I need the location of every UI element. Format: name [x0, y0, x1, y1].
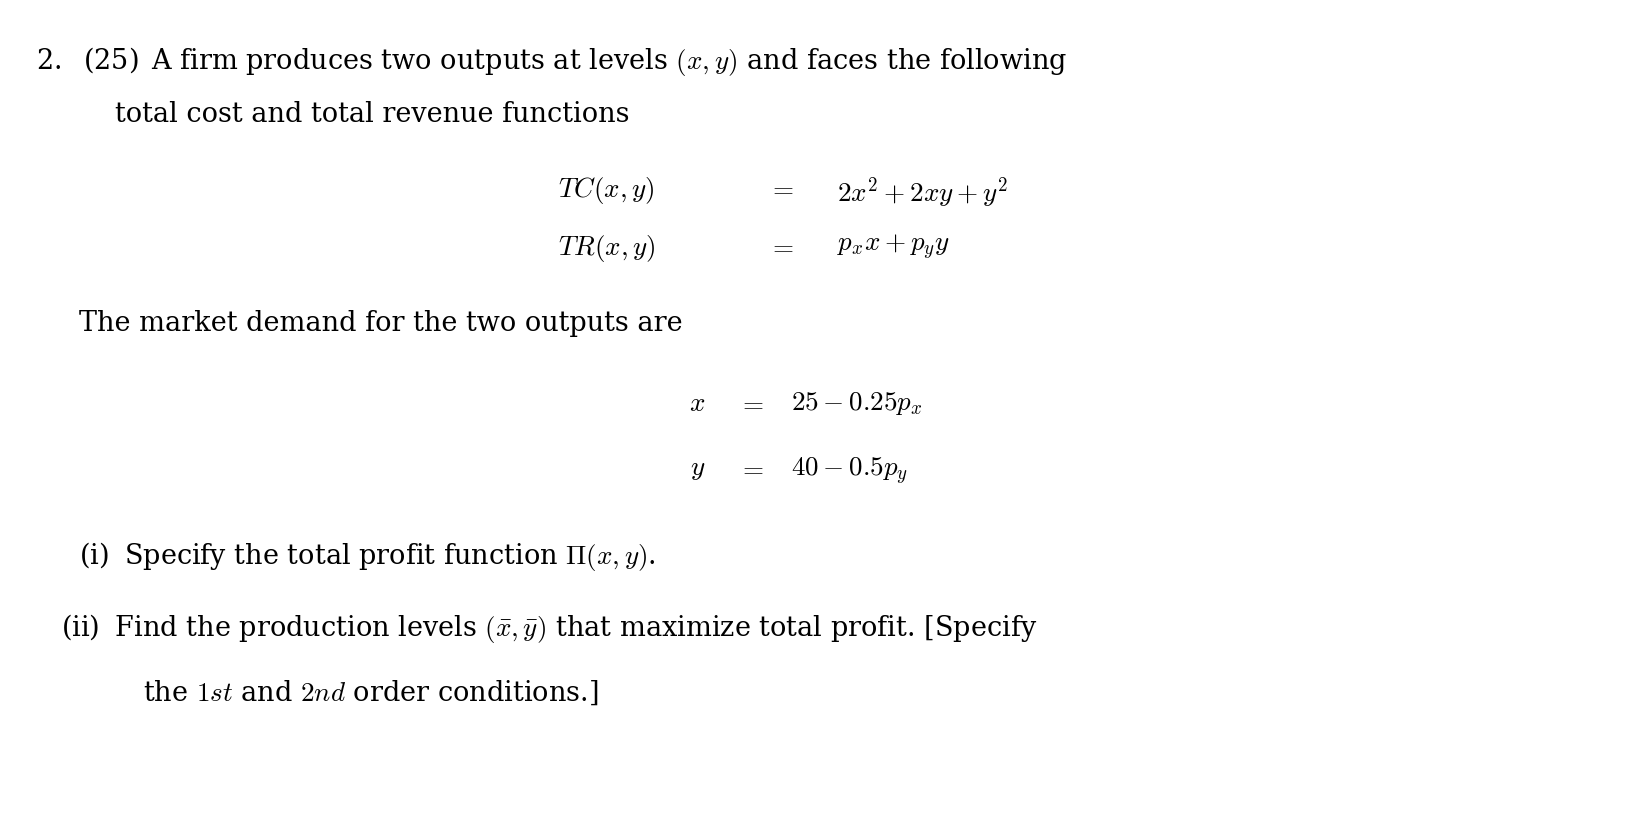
- Text: (i)$\;$ Specify the total profit function $\Pi(x, y)$.: (i)$\;$ Specify the total profit functio…: [79, 540, 656, 573]
- Text: $40 - 0.5p_y$: $40 - 0.5p_y$: [791, 455, 907, 487]
- Text: $TC(x, y)$: $TC(x, y)$: [558, 175, 655, 206]
- Text: (ii)$\;$ Find the production levels $(\bar{x}, \bar{y})$ that maximize total pro: (ii)$\;$ Find the production levels $(\b…: [61, 612, 1037, 645]
- Text: The market demand for the two outputs are: The market demand for the two outputs ar…: [79, 310, 683, 337]
- Text: the $1\mathit{st}$ and $2\mathit{nd}$ order conditions.]: the $1\mathit{st}$ and $2\mathit{nd}$ or…: [143, 678, 597, 707]
- Text: $p_x x + p_y y$: $p_x x + p_y y$: [837, 233, 950, 262]
- Text: $TR(x, y)$: $TR(x, y)$: [558, 233, 656, 264]
- Text: $=$: $=$: [768, 233, 794, 260]
- Text: total cost and total revenue functions: total cost and total revenue functions: [115, 101, 630, 128]
- Text: $y$: $y$: [691, 455, 706, 483]
- Text: $=$: $=$: [768, 175, 794, 202]
- Text: $=$: $=$: [738, 455, 765, 483]
- Text: $2x^2 + 2xy + y^2$: $2x^2 + 2xy + y^2$: [837, 175, 1008, 210]
- Text: 2.$\,$  (25)$\,$ A firm produces two outputs at levels $(x, y)$ and faces the fo: 2.$\,$ (25)$\,$ A firm produces two outp…: [36, 45, 1067, 78]
- Text: $x$: $x$: [689, 390, 706, 417]
- Text: $25 - 0.25p_x$: $25 - 0.25p_x$: [791, 390, 922, 417]
- Text: $=$: $=$: [738, 390, 765, 417]
